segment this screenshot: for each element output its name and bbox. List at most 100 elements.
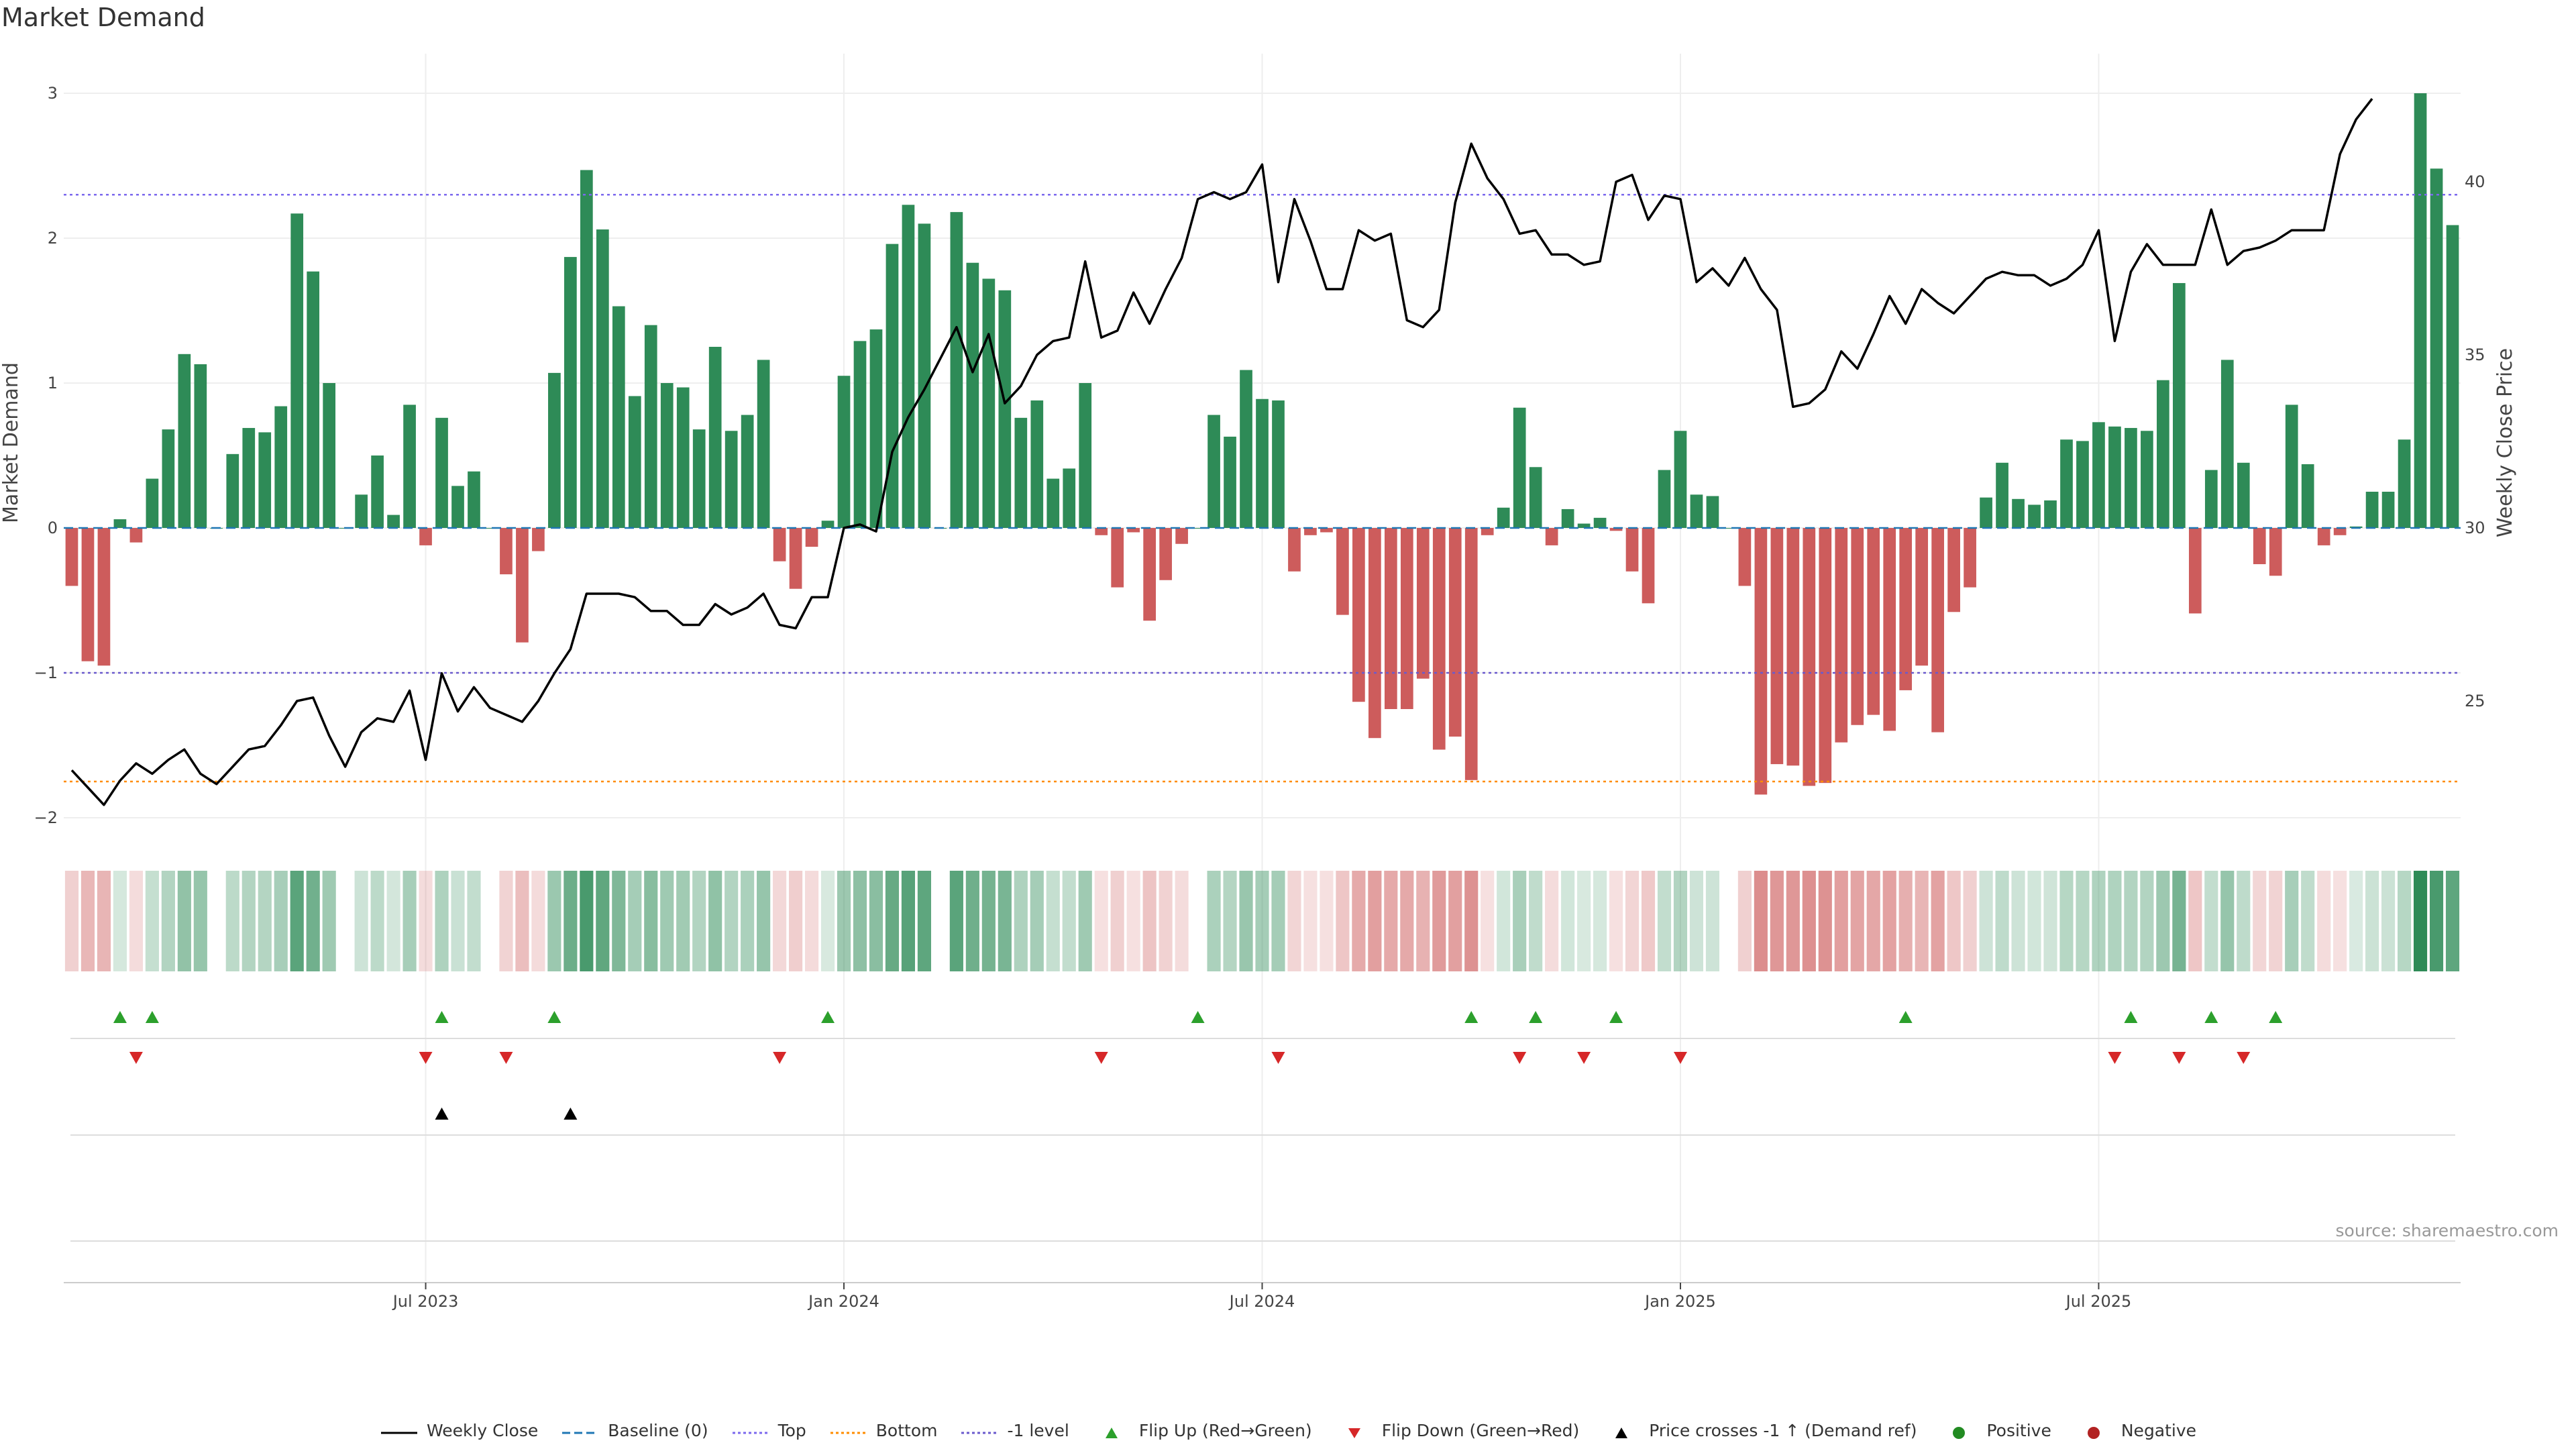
- heat-cell: [1561, 871, 1575, 971]
- heat-cell: [1110, 871, 1124, 971]
- demand-bar: [1336, 528, 1349, 615]
- heat-cell: [981, 871, 996, 971]
- demand-bar: [1400, 528, 1413, 709]
- heat-cell: [1593, 871, 1607, 971]
- demand-bar: [355, 494, 368, 528]
- heat-cell: [2220, 871, 2235, 971]
- heat-cell: [1142, 871, 1157, 971]
- demand-bar: [81, 528, 95, 661]
- legend-item: Bottom: [829, 1421, 937, 1440]
- flip-down-marker: [499, 1052, 513, 1064]
- demand-bar: [2269, 528, 2282, 576]
- demand-bar: [982, 278, 996, 528]
- heat-cell: [2076, 871, 2090, 971]
- heat-cell: [1159, 871, 1173, 971]
- heat-cell: [547, 871, 561, 971]
- heat-cell: [1673, 871, 1688, 971]
- heat-cell: [612, 871, 626, 971]
- demand-bar: [1014, 417, 1028, 528]
- heat-cell: [2027, 871, 2041, 971]
- heat-cell: [1689, 871, 1704, 971]
- legend: Weekly Close Baseline (0) Top Bottom -1 leve…: [0, 1421, 2576, 1440]
- demand-bar: [708, 347, 722, 528]
- flip-down-marker: [419, 1052, 433, 1064]
- y-axis-right-title: Weekly Close Price: [2493, 348, 2517, 537]
- heat-cell: [1126, 871, 1140, 971]
- heat-cell: [2429, 871, 2444, 971]
- price-cross-marker: [435, 1108, 449, 1120]
- demand-bar: [1545, 528, 1558, 545]
- flip-up-marker: [2269, 1011, 2283, 1023]
- legend-symbol-icon: [829, 1424, 868, 1438]
- heat-cell: [274, 871, 288, 971]
- demand-bar: [1947, 528, 1960, 612]
- demand-bar: [757, 360, 770, 528]
- demand-bar: [2333, 528, 2347, 535]
- heat-cell: [129, 871, 143, 971]
- demand-bar: [1159, 528, 1172, 580]
- demand-bar: [2204, 470, 2218, 528]
- heat-cell: [1384, 871, 1398, 971]
- demand-bar: [1819, 528, 1832, 784]
- demand-bar: [2060, 439, 2073, 528]
- demand-bar: [1095, 528, 1108, 535]
- chart-title: Market Demand: [1, 3, 205, 32]
- demand-bar: [741, 415, 754, 528]
- demand-heat-strip: [64, 871, 2460, 971]
- demand-bar: [853, 341, 867, 528]
- demand-bar: [146, 478, 159, 528]
- heat-cell: [419, 871, 433, 971]
- demand-bar: [387, 515, 400, 528]
- legend-label: Weekly Close: [426, 1421, 539, 1440]
- heat-cell: [2237, 871, 2251, 971]
- flip-up-marker: [435, 1011, 449, 1023]
- heat-cell: [1866, 871, 1880, 971]
- heat-cell: [2381, 871, 2396, 971]
- heat-cell: [1400, 871, 1414, 971]
- demand-bar: [2365, 492, 2379, 528]
- demand-bar: [516, 528, 529, 643]
- heat-cell: [161, 871, 175, 971]
- axis-layer: 3 2 1 0 −1 −2 40 35 30 25 Jul 2023 Jan 2024 Jul 2024…: [34, 84, 2485, 1311]
- heat-cell: [531, 871, 545, 971]
- demand-bar: [2173, 282, 2186, 528]
- demand-bar: [998, 290, 1012, 528]
- heat-cell: [1223, 871, 1237, 971]
- heat-cell: [1352, 871, 1366, 971]
- x-tick-label: Jul 2025: [2065, 1292, 2132, 1311]
- demand-bar: [2044, 500, 2057, 528]
- flip-up-marker: [547, 1011, 561, 1023]
- demand-bar: [1208, 415, 1220, 528]
- demand-bar: [435, 417, 448, 528]
- legend-label: Negative: [2121, 1421, 2197, 1440]
- legend-symbol-icon: [380, 1424, 419, 1438]
- demand-bar: [1513, 407, 1526, 528]
- demand-bar: [1079, 383, 1092, 528]
- flip-down-marker: [1271, 1052, 1285, 1064]
- demand-bar: [628, 396, 641, 528]
- demand-bar: [580, 170, 593, 529]
- legend-label: Price crosses -1 ↑ (Demand ref): [1649, 1421, 1917, 1440]
- demand-bar: [2253, 528, 2266, 564]
- demand-bar: [2398, 439, 2411, 528]
- heat-cell: [1046, 871, 1060, 971]
- demand-bar: [1690, 494, 1703, 528]
- legend-item: Top: [731, 1421, 806, 1440]
- demand-bar: [1288, 528, 1301, 572]
- legend-label: Flip Up (Red→Green): [1138, 1421, 1312, 1440]
- heat-cell: [2365, 871, 2379, 971]
- x-tick-label: Jan 2024: [807, 1292, 879, 1311]
- demand-bar: [1030, 400, 1044, 528]
- y-tick-left: 0: [48, 519, 58, 537]
- heat-cell: [949, 871, 963, 971]
- demand-bar: [419, 528, 432, 545]
- demand-bar: [692, 429, 706, 528]
- demand-bar: [2285, 405, 2298, 528]
- heat-cell: [370, 871, 384, 971]
- heat-cell: [2349, 871, 2363, 971]
- y-tick-left: −2: [34, 808, 58, 827]
- heat-cell: [258, 871, 272, 971]
- heat-cell: [1786, 871, 1800, 971]
- demand-bar: [1964, 528, 1976, 588]
- demand-bar: [1240, 370, 1252, 528]
